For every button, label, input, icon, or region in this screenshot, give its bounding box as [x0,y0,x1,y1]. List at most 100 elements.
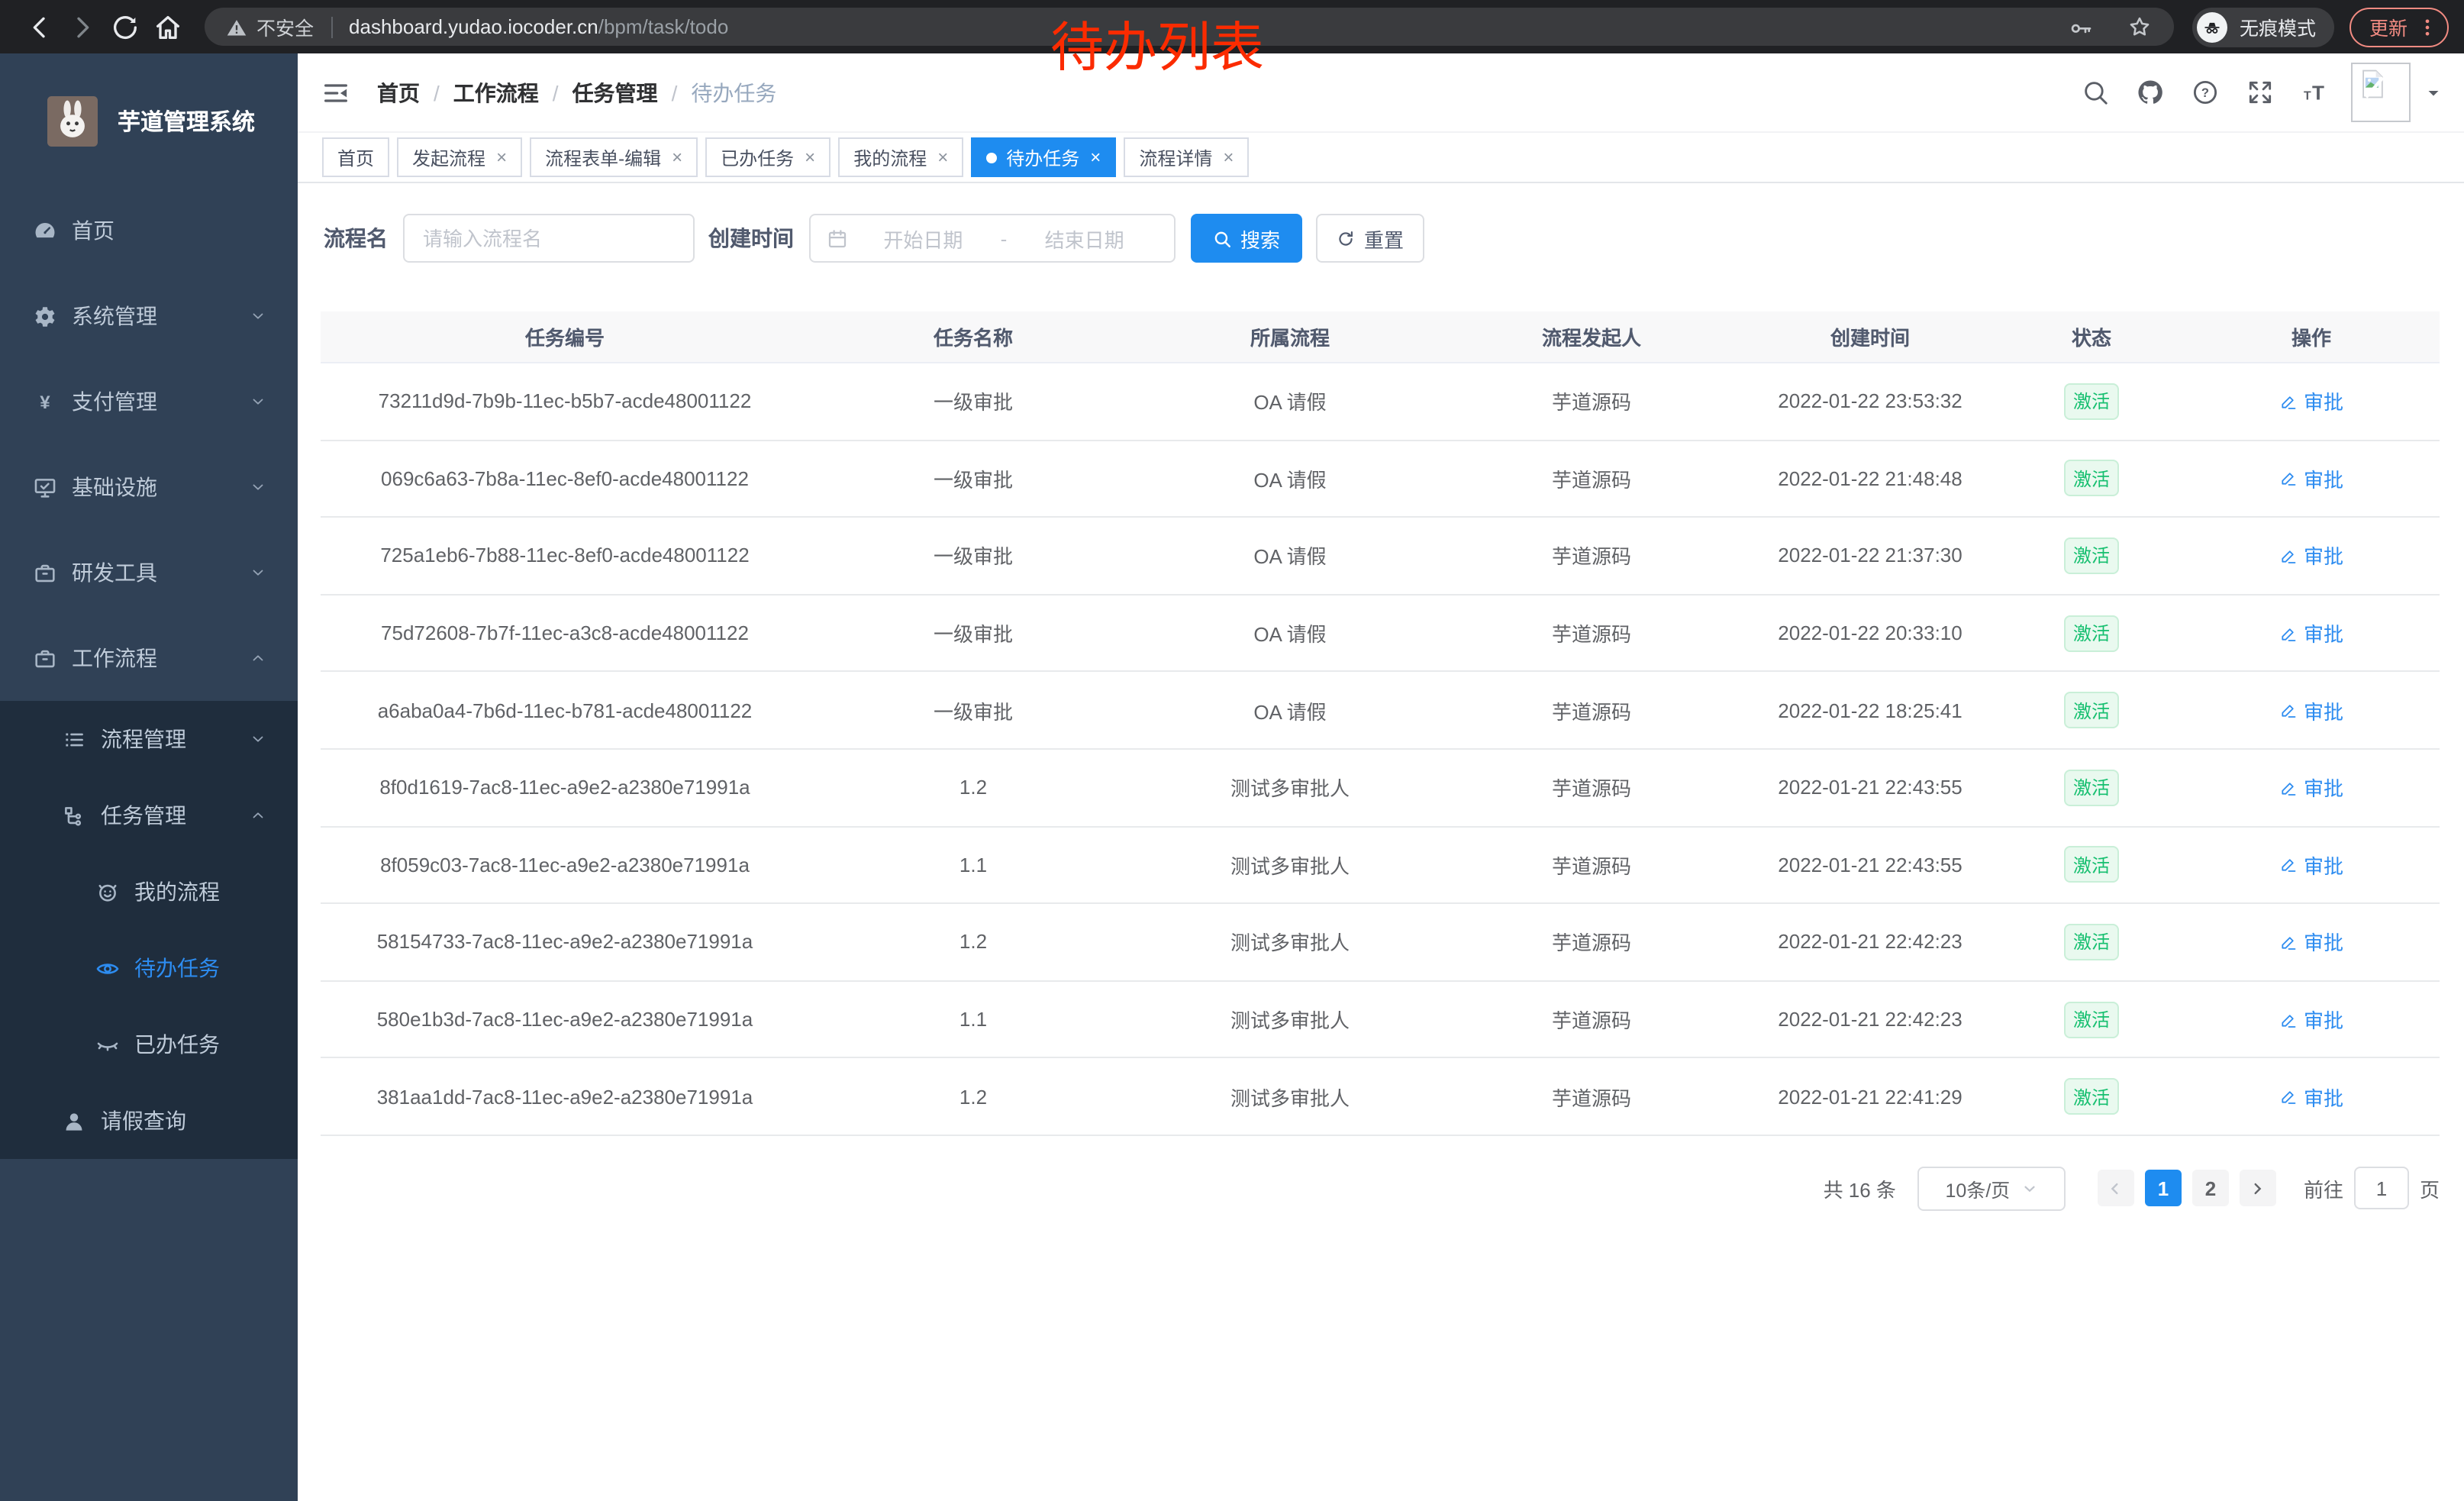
tab-close-icon[interactable]: × [672,147,683,168]
sidebar-item-label: 支付管理 [72,389,157,414]
reload-icon[interactable] [110,11,140,42]
page-button-1[interactable]: 1 [2144,1170,2182,1207]
cell-created: 2022-01-21 22:43:55 [1778,853,1962,876]
bookmark-star-icon[interactable] [2127,14,2153,40]
cell-action: 审批 [2183,928,2440,957]
avatar-caret-down-icon[interactable] [2424,83,2443,102]
sidebar-collapse-icon[interactable] [321,77,351,108]
sidebar-item-待办任务[interactable]: 待办任务 [0,930,298,1006]
approve-link[interactable]: 审批 [2279,387,2343,416]
approve-link[interactable]: 审批 [2279,1082,2343,1111]
avatar[interactable] [2351,63,2411,122]
insecure-warning-icon[interactable] [226,16,247,37]
sidebar-item-label: 系统管理 [72,304,157,328]
chev-up-icon [249,649,267,667]
cell-status: 激活 [2000,1078,2183,1115]
forward-icon[interactable] [67,11,98,42]
range-separator: - [1000,227,1008,250]
end-date-placeholder[interactable]: 结束日期 [1044,228,1124,251]
sidebar-item-首页[interactable]: 首页 [0,188,298,273]
help-icon[interactable]: ? [2191,78,2220,107]
chrome-update-button[interactable]: 更新 [2349,7,2449,47]
sidebar-item-研发工具[interactable]: 研发工具 [0,530,298,615]
tab-流程详情[interactable]: 流程详情 × [1124,137,1250,177]
cell-task-name: 1.2 [959,776,988,799]
cell-status: 激活 [2000,692,2183,729]
search-button[interactable]: 搜索 [1191,214,1302,263]
goto-page-input[interactable] [2353,1167,2409,1210]
process-name-label: 流程名 [324,226,388,250]
tab-发起流程[interactable]: 发起流程 × [397,137,523,177]
tab-待办任务[interactable]: 待办任务 × [971,137,1117,177]
approve-link[interactable]: 审批 [2279,1005,2343,1034]
cell-action: 审批 [2183,1005,2440,1034]
reset-button[interactable]: 重置 [1316,214,1424,263]
tab-我的流程[interactable]: 我的流程 × [838,137,964,177]
app-logo-row[interactable]: 芋道管理系统 [0,53,298,188]
next-page-button[interactable] [2239,1170,2276,1207]
fullscreen-icon[interactable] [2246,78,2275,107]
page-size-select[interactable]: 10条/页 [1917,1166,2066,1211]
sidebar-item-我的流程[interactable]: 我的流程 [0,854,298,930]
back-icon[interactable] [24,11,55,42]
cell-starter: 芋道源码 [1551,545,1631,569]
cell-task-name: 1.1 [959,853,988,876]
start-date-placeholder[interactable]: 开始日期 [883,228,963,251]
tags-view: 首页 发起流程 × 流程表单-编辑 × 已办任务 × 我的流程 × 待办任务 × 流程详情 × [298,133,2464,183]
page-button-2[interactable]: 2 [2191,1170,2229,1207]
dashboard-icon [32,218,58,244]
cell-created: 2022-01-21 22:43:55 [1778,776,1962,799]
sidebar-item-任务管理[interactable]: 任务管理 [0,777,298,854]
date-range-picker[interactable]: 开始日期 - 结束日期 [809,214,1176,263]
sidebar-item-系统管理[interactable]: 系统管理 [0,273,298,359]
breadcrumb-item[interactable]: 工作流程 [453,80,539,105]
sidebar: 芋道管理系统 首页系统管理 ¥ 支付管理 基础设施 研发工具 工作流程 流程管理 任务管理我… [0,53,298,1501]
cell-process: OA 请假 [1253,391,1327,415]
browser-menu-icon[interactable] [2417,16,2438,37]
cell-starter: 芋道源码 [1551,1086,1631,1110]
approve-link[interactable]: 审批 [2279,464,2343,493]
approve-link[interactable]: 审批 [2279,851,2343,880]
gear-icon [32,303,58,329]
tab-close-icon[interactable]: × [805,147,816,168]
status-badge: 激活 [2064,846,2119,883]
sidebar-item-工作流程[interactable]: 工作流程 [0,615,298,701]
edit-icon [2279,856,2298,874]
tab-已办任务[interactable]: 已办任务 × [705,137,831,177]
tab-close-icon[interactable]: × [937,147,949,168]
sidebar-item-已办任务[interactable]: 已办任务 [0,1006,298,1083]
sidebar-item-请假查询[interactable]: 请假查询 [0,1083,298,1159]
tab-首页[interactable]: 首页 [322,137,390,177]
tree-icon [61,802,87,828]
sidebar-item-label: 首页 [72,218,114,243]
column-header: 任务名称 [933,327,1013,350]
sidebar-item-流程管理[interactable]: 流程管理 [0,701,298,777]
tab-close-icon[interactable]: × [1223,147,1234,168]
tab-close-icon[interactable]: × [1090,147,1101,168]
breadcrumb-item[interactable]: 任务管理 [572,80,658,105]
approve-link[interactable]: 审批 [2279,618,2343,647]
search-icon[interactable] [2081,78,2110,107]
approve-link[interactable]: 审批 [2279,541,2343,570]
status-badge: 激活 [2064,615,2119,652]
tab-流程表单-编辑[interactable]: 流程表单-编辑 × [530,137,698,177]
approve-link[interactable]: 审批 [2279,773,2343,802]
approve-link[interactable]: 审批 [2279,696,2343,725]
cell-task-id: 580e1b3d-7ac8-11ec-a9e2-a2380e71991a [376,1008,753,1031]
password-key-icon[interactable] [2069,15,2093,39]
cell-task-name: 1.1 [959,1008,988,1031]
github-icon[interactable] [2136,78,2165,107]
tab-close-icon[interactable]: × [496,147,508,168]
cell-status: 激活 [2000,615,2183,652]
process-name-input[interactable] [403,214,695,263]
approve-link[interactable]: 审批 [2279,928,2343,957]
sidebar-item-支付管理[interactable]: ¥ 支付管理 [0,359,298,444]
cell-action: 审批 [2183,851,2440,880]
url-bar[interactable]: 不安全 dashboard.yudao.iocoder.cn/bpm/task/… [205,8,2174,46]
edit-icon [2279,547,2298,565]
breadcrumb-item[interactable]: 首页 [377,80,420,105]
prev-page-button[interactable] [2097,1170,2134,1207]
home-icon[interactable] [153,11,183,42]
sidebar-item-基础设施[interactable]: 基础设施 [0,444,298,530]
